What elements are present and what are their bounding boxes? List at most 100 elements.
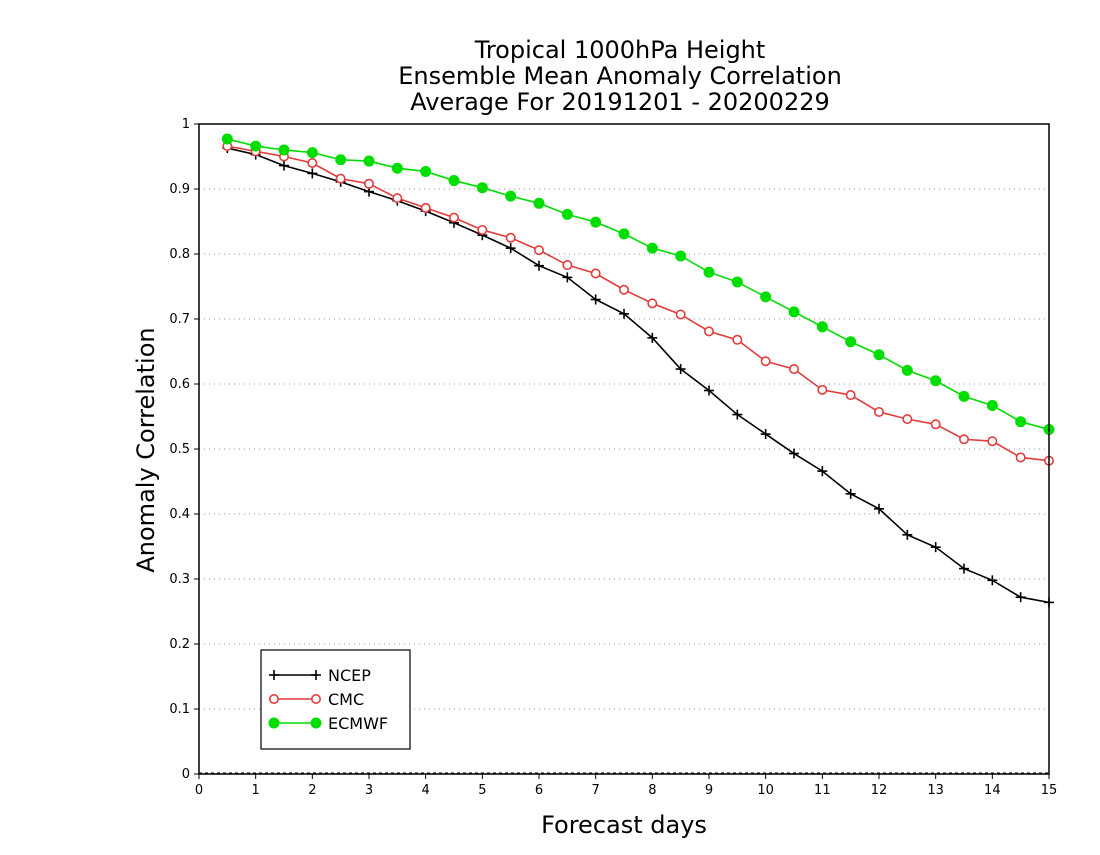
data-point-cmc xyxy=(307,158,318,169)
data-point-cmc xyxy=(647,298,658,309)
data-point-cmc xyxy=(675,309,686,320)
y-tick-label: 0.9 xyxy=(169,182,190,197)
data-point-cmc xyxy=(930,419,941,430)
data-point-ecmwf xyxy=(391,162,403,174)
y-tick-label: 0 xyxy=(182,767,190,782)
y-tick-label: 0.6 xyxy=(169,377,190,392)
data-point-cmc xyxy=(732,334,743,345)
data-point-ncep xyxy=(760,429,771,440)
data-point-cmc xyxy=(760,356,771,367)
x-tick-label: 10 xyxy=(757,783,774,798)
data-point-ecmwf xyxy=(278,144,290,156)
data-point-cmc xyxy=(703,326,714,337)
data-point-ncep xyxy=(505,243,516,254)
data-point-ncep xyxy=(534,260,544,271)
data-point-ncep xyxy=(817,466,828,477)
x-tick-label: 12 xyxy=(871,783,888,798)
x-tick-label: 2 xyxy=(308,783,316,798)
data-point-ecmwf xyxy=(930,375,942,387)
y-tick-label: 0.4 xyxy=(169,507,190,522)
data-point-cmc xyxy=(590,268,601,279)
data-point-ecmwf xyxy=(306,147,318,159)
data-point-cmc xyxy=(845,390,856,401)
data-point-ecmwf xyxy=(901,364,913,376)
series-cmc xyxy=(222,141,1055,466)
data-point-cmc xyxy=(448,212,459,223)
series-line-cmc xyxy=(227,145,1050,462)
data-point-ecmwf xyxy=(731,276,743,288)
x-tick-label: 15 xyxy=(1041,783,1058,798)
series xyxy=(221,133,1055,608)
data-point-ncep xyxy=(562,272,573,283)
x-tick-label: 3 xyxy=(365,783,373,798)
data-point-ecmwf xyxy=(675,250,687,262)
data-point-ncep xyxy=(902,529,913,540)
x-tick-label: 7 xyxy=(592,783,600,798)
data-point-cmc xyxy=(618,284,629,295)
legend-label-cmc: CMC xyxy=(328,690,364,709)
x-tick-label: 4 xyxy=(422,783,430,798)
data-point-ecmwf xyxy=(788,306,800,318)
data-point-ncep xyxy=(619,308,629,319)
data-point-ecmwf xyxy=(1015,416,1027,428)
data-point-ncep xyxy=(704,385,714,396)
y-tick-label: 0.7 xyxy=(169,312,190,327)
data-point-ncep xyxy=(307,168,318,179)
data-point-ecmwf xyxy=(476,182,488,194)
data-point-ncep xyxy=(987,575,998,586)
x-axis-title: Forecast days xyxy=(541,811,707,839)
data-point-ecmwf xyxy=(986,399,998,411)
data-point-cmc xyxy=(873,406,884,417)
data-point-ecmwf xyxy=(335,154,347,166)
data-point-cmc xyxy=(477,224,488,235)
data-point-ecmwf xyxy=(873,349,885,361)
legend-swatch-marker xyxy=(310,717,322,729)
data-point-cmc xyxy=(562,260,573,271)
data-point-ncep xyxy=(647,332,658,343)
legend-swatch-marker xyxy=(310,693,321,704)
y-tick-label: 0.2 xyxy=(169,637,190,652)
series-line-ncep xyxy=(227,147,1050,604)
data-point-cmc xyxy=(958,434,969,445)
legend-item-cmc: CMC xyxy=(268,690,364,709)
data-point-ecmwf xyxy=(703,266,715,278)
x-tick-label: 11 xyxy=(814,783,831,798)
data-point-ncep xyxy=(732,409,743,420)
legend-swatch-marker xyxy=(311,670,321,680)
chart-title: Tropical 1000hPa Height Ensemble Mean An… xyxy=(398,36,842,116)
y-tick-label: 0.5 xyxy=(169,442,190,457)
y-tick-label: 0.1 xyxy=(169,702,190,717)
data-point-cmc xyxy=(817,384,828,395)
data-point-ncep xyxy=(590,294,601,305)
series-line-ecmwf xyxy=(227,138,1050,431)
data-point-cmc xyxy=(392,193,403,204)
data-point-ecmwf xyxy=(760,291,772,303)
legend-item-ecmwf: ECMWF xyxy=(268,714,388,733)
x-tick-label: 0 xyxy=(195,783,203,798)
y-axis-ticks: 0 0.1 0.2 0.3 0.4 0.5 0.6 0.7 0.8 0.9 1 xyxy=(169,117,199,782)
x-tick-label: 6 xyxy=(535,783,543,798)
data-point-cmc xyxy=(335,173,346,184)
data-point-cmc xyxy=(788,364,799,375)
data-point-ncep xyxy=(845,488,856,499)
chart-title-line-3: Average For 20191201 - 20200229 xyxy=(410,88,830,116)
data-point-ecmwf xyxy=(561,208,573,220)
chart-title-line-1: Tropical 1000hPa Height xyxy=(474,36,766,64)
data-point-ecmwf xyxy=(420,165,432,177)
series-ncep xyxy=(222,143,1054,608)
data-point-ncep xyxy=(279,160,289,171)
data-point-cmc xyxy=(1015,452,1026,463)
data-point-cmc xyxy=(420,202,431,213)
y-axis-title: Anomaly Correlation xyxy=(132,327,160,572)
legend-swatch-marker xyxy=(269,670,279,680)
data-point-ncep xyxy=(874,503,884,514)
y-tick-label: 1 xyxy=(182,117,190,132)
data-point-ecmwf xyxy=(448,175,460,187)
legend: NCEP CMC ECMWF xyxy=(260,649,411,750)
data-point-ncep xyxy=(789,448,799,459)
legend-swatch-marker xyxy=(268,693,279,704)
legend-item-ncep: NCEP xyxy=(269,666,371,685)
series-ecmwf xyxy=(221,133,1055,435)
data-point-ecmwf xyxy=(958,390,970,402)
